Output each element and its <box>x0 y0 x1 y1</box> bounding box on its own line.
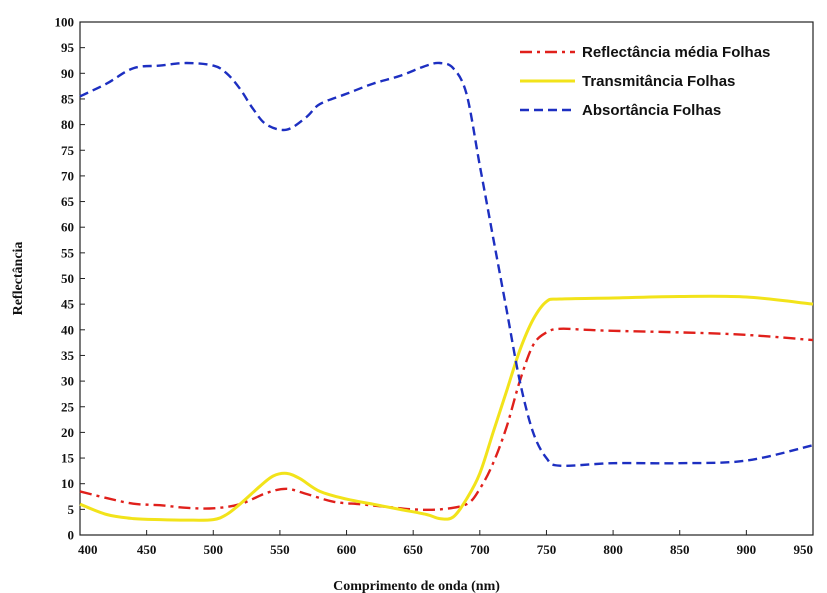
legend: Reflectância média Folhas Transmitância F… <box>520 44 770 119</box>
y-tick-label: 20 <box>61 425 74 440</box>
x-tick-label: 950 <box>794 542 814 557</box>
y-tick-label: 85 <box>61 91 75 106</box>
y-tick-label: 5 <box>68 502 75 517</box>
legend-label: Reflectância média Folhas <box>582 44 770 61</box>
y-tick-label: 35 <box>61 348 75 363</box>
plot-frame <box>79 21 814 536</box>
x-tick-label: 600 <box>337 542 357 557</box>
y-tick-label: 65 <box>61 194 75 209</box>
y-tick-label: 10 <box>61 476 74 491</box>
y-tick-label: 100 <box>55 15 75 30</box>
x-tick-label: 500 <box>204 542 224 557</box>
legend-label: Transmitância Folhas <box>582 73 735 90</box>
series-line-transmitancia <box>79 294 814 522</box>
x-tick-label: 550 <box>270 542 290 557</box>
x-tick-label: 450 <box>137 542 157 557</box>
x-tick-label: 650 <box>403 542 423 557</box>
x-axis-label: Comprimento de onda (nm) <box>333 579 500 593</box>
x-tick-label: 850 <box>670 542 690 557</box>
y-tick-label: 50 <box>61 271 74 286</box>
series-line-absortancia <box>79 61 814 468</box>
x-tick-label: 750 <box>537 542 557 557</box>
y-axis-label: Reflectância <box>11 242 26 316</box>
y-tick-label: 15 <box>61 451 75 466</box>
legend-item-transmitancia: Transmitância Folhas <box>520 73 735 90</box>
y-tick-label: 60 <box>61 220 74 235</box>
series-line-reflectancia <box>79 327 814 512</box>
legend-item-absortancia: Absortância Folhas <box>520 102 721 119</box>
y-tick-label: 40 <box>61 322 74 337</box>
x-tick-label: 800 <box>603 542 623 557</box>
y-tick-label: 70 <box>61 168 74 183</box>
y-tick-label: 80 <box>61 117 74 132</box>
legend-label: Absortância Folhas <box>582 102 721 119</box>
y-tick-label: 55 <box>61 245 75 260</box>
x-tick-label: 900 <box>737 542 757 557</box>
y-tick-label: 30 <box>61 374 74 389</box>
y-tick-label: 0 <box>68 528 75 543</box>
x-tick-label: 700 <box>470 542 490 557</box>
axes: 0 5 10 15 20 25 30 35 40 45 50 55 60 65 70 75 80 85 90 95 10… <box>55 15 814 557</box>
y-tick-label: 45 <box>61 297 75 312</box>
x-tick-label: 400 <box>78 542 98 557</box>
y-tick-label: 25 <box>61 399 75 414</box>
y-tick-label: 75 <box>61 143 75 158</box>
y-tick-label: 95 <box>61 40 75 55</box>
legend-item-reflectancia: Reflectância média Folhas <box>520 44 770 61</box>
series-layer <box>79 61 814 522</box>
y-tick-label: 90 <box>61 66 74 81</box>
